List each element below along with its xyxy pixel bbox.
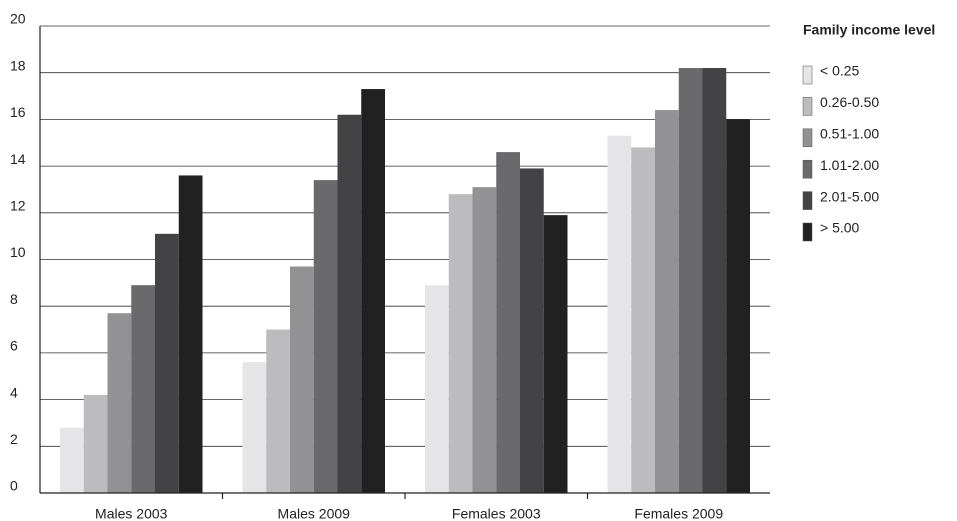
y-tick-label: 14 bbox=[10, 151, 26, 167]
legend-label: 0.51-1.00 bbox=[820, 126, 879, 142]
bar bbox=[131, 285, 155, 493]
bar bbox=[313, 180, 338, 494]
legend-swatch bbox=[802, 159, 813, 179]
x-tick-label: Males 2009 bbox=[278, 506, 351, 521]
bar bbox=[178, 175, 203, 493]
y-tick-label: 4 bbox=[10, 384, 18, 400]
legend-swatch bbox=[802, 128, 813, 148]
bar bbox=[655, 110, 679, 493]
bar bbox=[425, 285, 449, 493]
y-tick-label: 0 bbox=[10, 478, 18, 494]
bar bbox=[543, 215, 568, 493]
x-tick-label: Females 2003 bbox=[452, 506, 541, 521]
bar bbox=[448, 194, 473, 493]
bar bbox=[607, 135, 632, 493]
bar bbox=[266, 329, 290, 493]
y-tick-label: 12 bbox=[10, 198, 26, 214]
bar bbox=[678, 68, 703, 493]
bar bbox=[83, 394, 108, 493]
y-tick-label: 18 bbox=[10, 57, 26, 73]
bar bbox=[472, 187, 497, 494]
legend-label: 0.26-0.50 bbox=[820, 94, 879, 110]
bar bbox=[702, 68, 727, 493]
y-tick-label: 20 bbox=[10, 11, 26, 27]
bar bbox=[631, 147, 655, 494]
legend-label: < 0.25 bbox=[820, 63, 860, 79]
x-tick-label: Males 2003 bbox=[95, 506, 168, 521]
bar bbox=[242, 362, 267, 493]
bar bbox=[60, 427, 84, 493]
legend-label: > 5.00 bbox=[820, 220, 860, 236]
legend-swatch bbox=[802, 191, 813, 210]
bar bbox=[496, 152, 520, 493]
bar bbox=[155, 233, 179, 493]
y-tick-label: 8 bbox=[10, 291, 18, 307]
legend-swatch bbox=[802, 65, 813, 85]
y-tick-label: 10 bbox=[10, 244, 26, 260]
bar bbox=[290, 266, 314, 493]
y-tick-label: 16 bbox=[10, 104, 26, 120]
y-tick-label: 2 bbox=[10, 431, 18, 447]
x-tick-label: Females 2009 bbox=[634, 506, 723, 521]
legend-title: Family income level bbox=[803, 22, 935, 38]
legend-label: 1.01-2.00 bbox=[820, 157, 879, 173]
bar bbox=[107, 313, 132, 493]
bar bbox=[337, 114, 362, 493]
y-tick-label: 6 bbox=[10, 338, 18, 354]
bar bbox=[520, 168, 544, 493]
bar bbox=[361, 89, 385, 494]
legend-swatch bbox=[802, 222, 813, 242]
legend-label: 2.01-5.00 bbox=[820, 188, 879, 204]
legend-swatch bbox=[802, 97, 813, 116]
bar bbox=[726, 119, 750, 494]
